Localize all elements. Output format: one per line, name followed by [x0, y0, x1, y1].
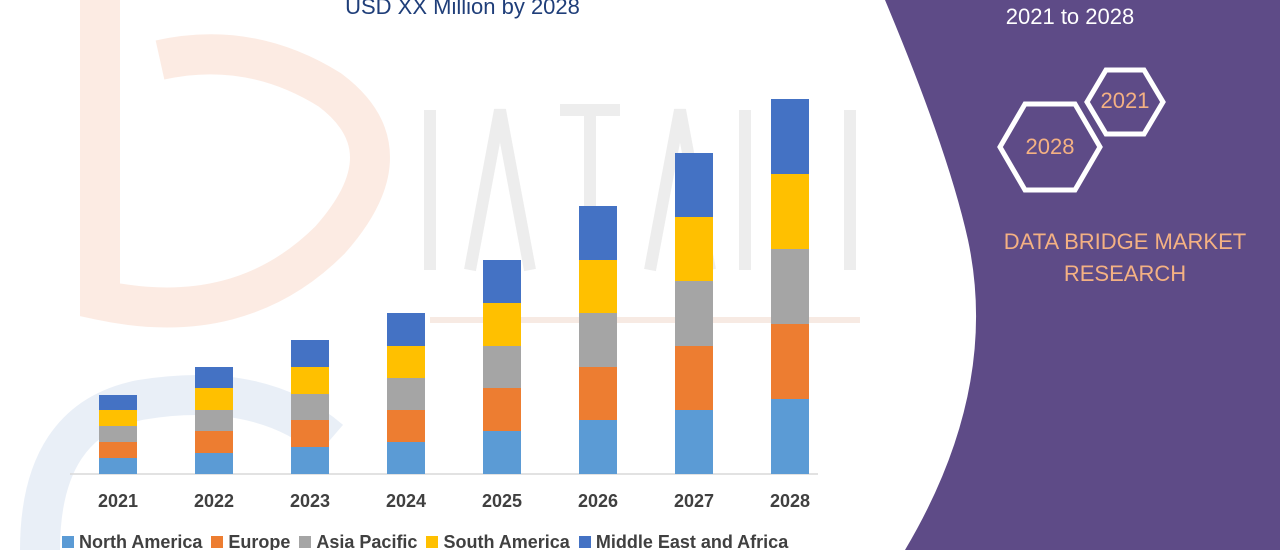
brand-name-line-1: DATA BRIDGE MARKET — [1003, 229, 1247, 254]
bar-segment-2025-series-4 — [483, 260, 521, 303]
bar-segment-2027-series-4 — [675, 153, 713, 217]
bar-segment-2026-series-1 — [579, 367, 617, 420]
legend-label: Europe — [228, 531, 291, 550]
bar-segment-2021-series-0 — [99, 458, 137, 474]
bar-segment-2024-series-0 — [387, 442, 425, 474]
legend-label: Asia Pacific — [316, 531, 418, 550]
bar-segment-2023-series-4 — [291, 340, 329, 367]
bar-segment-2024-series-3 — [387, 346, 425, 378]
hexagon-top-label: 2021 — [1100, 88, 1150, 113]
hexagon-top — [1084, 67, 1166, 137]
x-tick-label-2024: 2024 — [386, 491, 426, 511]
x-tick-label-2021: 2021 — [98, 491, 138, 511]
legend-item-3: South America — [426, 531, 570, 550]
bar-segment-2027-series-3 — [675, 217, 713, 281]
bar-segment-2021-series-2 — [99, 426, 137, 442]
x-tick-label-2023: 2023 — [290, 491, 330, 511]
bar-segment-2022-series-1 — [195, 431, 233, 453]
x-tick-label-2028: 2028 — [770, 491, 810, 511]
bar-segment-2022-series-3 — [195, 388, 233, 410]
bar-segment-2028-series-2 — [771, 249, 809, 324]
forecast-period: 2021 to 2028 — [1005, 4, 1135, 29]
bar-segment-2025-series-1 — [483, 388, 521, 431]
bar-segment-2022-series-4 — [195, 367, 233, 388]
bar-segment-2028-series-4 — [771, 99, 809, 174]
bar-segment-2024-series-4 — [387, 313, 425, 346]
chart-title: USD XX Million by 2028 — [345, 0, 580, 19]
bar-segment-2023-series-3 — [291, 367, 329, 394]
watermark-logo-blue — [20, 375, 344, 550]
bar-segment-2025-series-3 — [483, 303, 521, 346]
bar-segment-2024-series-1 — [387, 410, 425, 442]
legend-label: South America — [443, 531, 570, 550]
bar-segment-2021-series-4 — [99, 395, 137, 410]
bar-segment-2023-series-2 — [291, 394, 329, 420]
bar-segment-2023-series-1 — [291, 420, 329, 447]
bar-segment-2025-series-0 — [483, 431, 521, 474]
legend-swatch — [426, 536, 439, 548]
bar-segment-2028-series-0 — [771, 399, 809, 474]
legend-swatch — [299, 536, 312, 548]
bar-segment-2023-series-0 — [291, 447, 329, 474]
brand-name-line-2: RESEARCH — [1063, 261, 1187, 286]
x-tick-label-2026: 2026 — [578, 491, 618, 511]
x-tick-label-2027: 2027 — [674, 491, 714, 511]
bar-segment-2025-series-2 — [483, 346, 521, 388]
bar-segment-2026-series-3 — [579, 260, 617, 313]
legend-label: Middle East and Africa — [595, 531, 789, 550]
bar-segment-2027-series-2 — [675, 281, 713, 346]
bar-segment-2024-series-2 — [387, 378, 425, 410]
hexagon-bottom-label: 2028 — [1025, 134, 1075, 159]
legend-swatch — [62, 536, 74, 548]
bar-segment-2022-series-0 — [195, 453, 233, 474]
legend-item-2: Asia Pacific — [299, 532, 417, 550]
bar-segment-2027-series-1 — [675, 346, 713, 410]
legend-item-0: North America — [62, 532, 202, 550]
bar-segment-2022-series-2 — [195, 410, 233, 431]
bar-segment-2026-series-2 — [579, 313, 617, 367]
x-tick-label-2022: 2022 — [194, 491, 234, 511]
bar-segment-2026-series-4 — [579, 206, 617, 260]
watermark-wordmark — [424, 104, 856, 272]
bar-segment-2028-series-1 — [771, 324, 809, 399]
hexagon-bottom — [997, 101, 1103, 193]
legend-swatch — [211, 536, 224, 548]
bar-segment-2028-series-3 — [771, 174, 809, 249]
legend-label: North America — [79, 531, 203, 550]
watermark-logo-orange — [80, 0, 390, 328]
legend-item-1: Europe — [211, 532, 290, 550]
side-panel — [885, 0, 1280, 550]
brand-name: DATA BRIDGE MARKET RESEARCH — [985, 226, 1265, 290]
chart-legend: North America Europe Asia Pacific South Ame… — [62, 530, 797, 550]
x-tick-label-2025: 2025 — [482, 491, 522, 511]
bar-segment-2021-series-3 — [99, 410, 137, 426]
legend-item-4: Middle East and Africa — [578, 531, 789, 550]
legend-swatch — [578, 536, 591, 548]
bar-segment-2021-series-1 — [99, 442, 137, 458]
bar-segment-2026-series-0 — [579, 420, 617, 474]
bar-segment-2027-series-0 — [675, 410, 713, 474]
